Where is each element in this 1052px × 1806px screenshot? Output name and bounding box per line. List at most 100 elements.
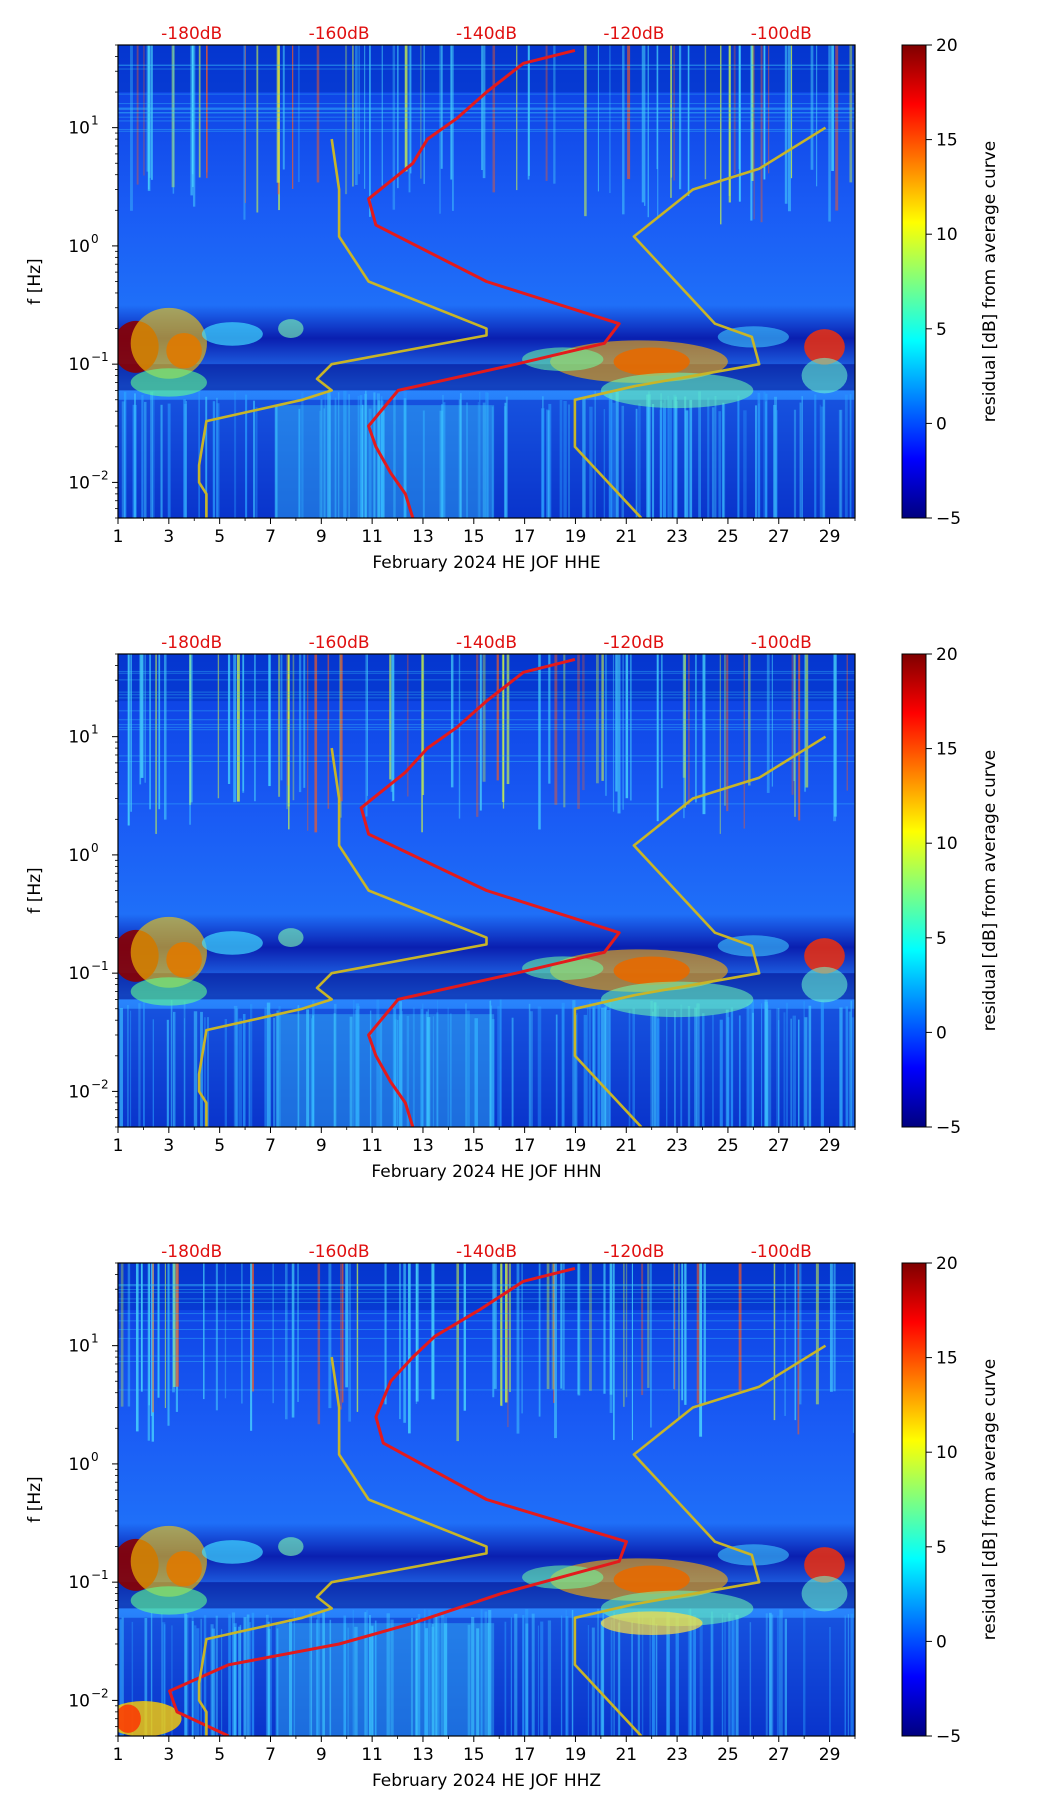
high-freq-spike [396,45,399,189]
high-freq-spike [554,654,558,805]
high-freq-spike [287,654,290,807]
horizontal-line [118,679,855,681]
high-freq-spike [198,45,201,178]
low-freq-streak [119,1007,123,1127]
high-freq-spike [771,654,773,787]
low-freq-streak [514,1613,518,1736]
x-tick-label: 9 [316,1136,327,1156]
x-tick-label: 29 [819,1745,841,1765]
high-freq-spike [699,1263,703,1437]
x-tick-label: 19 [565,1745,587,1765]
low-freq-streak [347,1627,350,1736]
low-freq-streak [847,1614,849,1736]
low-freq-streak [310,1614,313,1736]
low-freq-streak [238,1018,242,1127]
high-freq-spike [317,1263,321,1425]
high-freq-spike [130,45,133,211]
low-freq-streak [525,1623,529,1736]
high-freq-spike [828,45,831,222]
low-freq-streak [422,410,425,518]
y-tick-exponent: −1 [91,350,109,364]
high-freq-spike [627,45,631,179]
high-freq-spike [596,654,599,784]
high-freq-spike [720,45,722,225]
high-freq-spike [719,654,721,834]
high-freq-spike [804,654,807,792]
low-freq-streak [730,1007,734,1127]
low-freq-streak [471,1616,475,1736]
noise-model-curve [573,735,827,1127]
low-freq-streak [400,1011,403,1127]
low-freq-streak [167,403,171,518]
high-freq-spike [702,654,706,815]
high-freq-spike [674,1263,676,1390]
low-freq-streak [211,1628,216,1736]
low-freq-streak [728,1612,731,1736]
x-tick-label: 11 [361,1745,383,1765]
microseism-blob [522,347,604,372]
low-freq-streak [797,1019,800,1127]
low-freq-streak [650,1000,653,1127]
high-freq-spike [139,654,142,785]
high-freq-spike [613,1263,615,1440]
low-freq-streak [674,396,677,518]
horizontal-line [118,109,855,111]
x-tick-label: 25 [717,527,739,547]
x-tick-label: 27 [768,1136,790,1156]
x-tick-label: 19 [565,527,587,547]
top-db-label: -180dB [161,1242,222,1262]
low-freq-streak [522,1614,525,1736]
colorbar-label: residual [dB] from average curve [980,750,1000,1031]
high-freq-spike [215,1263,218,1411]
x-tick-label: 21 [615,1745,637,1765]
low-freq-streak [571,1609,574,1736]
colorbar-gradient [901,44,927,519]
microseism-blob [278,928,304,948]
low-freq-streak [274,406,278,518]
low-freq-streak [479,391,481,518]
horizontal-line [118,68,855,70]
high-freq-spike [516,1263,520,1434]
microseism-blob [130,916,207,988]
high-freq-spike [805,654,809,788]
colorbar: −5 0 5 10 15 20 residual [dB] from average cur… [901,36,1000,529]
low-freq-streak [119,1619,122,1736]
low-freq-streak [309,1610,312,1736]
high-freq-spike [733,45,736,174]
high-freq-spike [456,1263,459,1442]
colorbar-tick-label: 10 [936,1443,958,1463]
low-freq-streak [150,391,154,518]
top-db-label: -100dB [751,1242,812,1262]
high-freq-spike [622,654,624,810]
high-freq-spike [272,1263,274,1404]
high-freq-spike [589,1263,592,1391]
high-freq-spike [738,45,741,202]
high-freq-spike [251,1263,254,1392]
colorbar-tick-label: 20 [936,1254,958,1274]
high-freq-spike [355,45,358,185]
low-freq-streak [597,1004,601,1127]
high-freq-spike [504,1263,508,1403]
top-db-label: -160dB [309,633,370,653]
low-freq-streak [618,1618,620,1736]
high-freq-spike [298,45,300,183]
low-freq-streak [563,401,567,518]
low-freq-streak [819,404,821,518]
low-freq-streak [765,1613,768,1736]
horizontal-line [118,1337,855,1339]
colorbar-gradient [901,653,927,1128]
microseism-blob [278,1537,304,1557]
high-freq-spike [798,1263,802,1405]
low-freq-streak [228,1614,231,1736]
low-freq-streak [361,404,364,518]
low-freq-streak [403,398,407,518]
horizontal-line [118,112,855,114]
low-freq-streak [164,1624,166,1736]
low-freq-streak [343,390,347,518]
high-freq-spike [164,1263,166,1409]
high-freq-spike [203,1263,205,1400]
horizontal-line [118,64,855,66]
low-freq-streak [656,1018,660,1127]
high-freq-spike [656,45,658,170]
high-freq-spike [146,45,149,172]
